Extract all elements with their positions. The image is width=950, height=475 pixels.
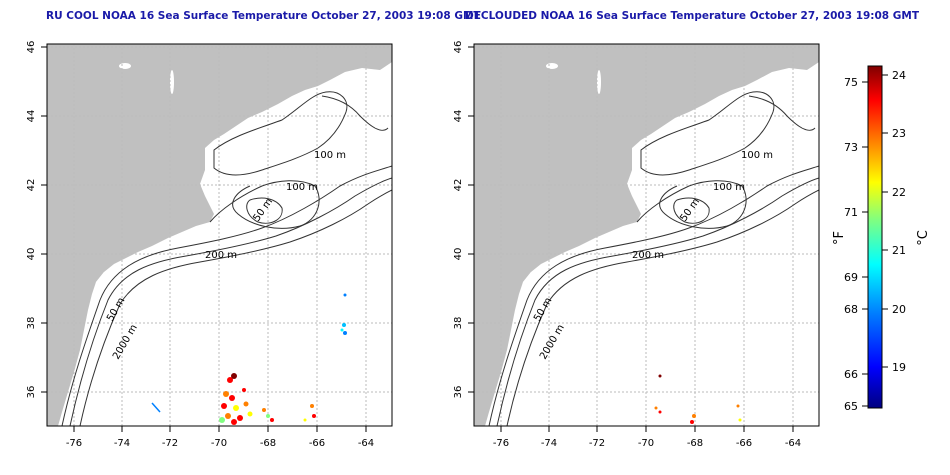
left-y-tick: 46 [26, 41, 37, 54]
left-y-tick: 36 [26, 386, 37, 399]
left-y-axis: 46 44 42 40 38 36 [26, 41, 47, 399]
celsius-tick: 21 [892, 244, 906, 257]
left-land [47, 44, 392, 426]
colorbar: 75 73 71 69 68 66 65 24 23 22 21 20 19 °… [832, 65, 931, 413]
left-x-tick: -76 [66, 438, 82, 449]
right-x-tick: -64 [785, 438, 801, 449]
celsius-tick: 24 [892, 69, 906, 82]
fahrenheit-tick: 75 [844, 76, 858, 89]
left-y-tick: 44 [26, 110, 37, 123]
left-y-tick: 42 [26, 179, 37, 192]
left-x-tick: -72 [162, 438, 178, 449]
fahrenheit-tick: 71 [844, 206, 858, 219]
left-contour-label-100m-b: 100 m [286, 182, 318, 193]
right-y-tick: 40 [453, 248, 464, 261]
colorbar-gradient [867, 65, 883, 409]
right-y-tick: 44 [453, 110, 464, 123]
fahrenheit-tick: 65 [844, 400, 858, 413]
left-x-tick: -64 [358, 438, 374, 449]
right-contour-label-100m-a: 100 m [741, 150, 773, 161]
left-sst-pixels [151, 293, 347, 425]
right-contour-label-200m: 200 m [632, 250, 664, 261]
fahrenheit-tick: 73 [844, 141, 858, 154]
right-land [474, 44, 819, 426]
left-panel-title: RU COOL NOAA 16 Sea Surface Temperature … [46, 10, 481, 22]
fahrenheit-tick: 69 [844, 271, 858, 284]
right-x-tick: -72 [589, 438, 605, 449]
left-y-tick: 40 [26, 248, 37, 261]
left-map: 100 m 100 m 50 m 200 m 50 m 2000 m [47, 44, 392, 426]
fahrenheit-tick: 68 [844, 303, 858, 316]
celsius-tick: 20 [892, 303, 906, 316]
celsius-tick: 19 [892, 361, 906, 374]
fahrenheit-unit-label: °F [832, 231, 847, 245]
right-sst-pixels [654, 374, 742, 424]
right-map: 100 m 100 m 50 m 200 m 50 m 2000 m [474, 44, 819, 426]
right-panel-title: DECLOUDED NOAA 16 Sea Surface Temperatur… [465, 10, 920, 22]
right-x-tick: -66 [736, 438, 752, 449]
right-contour-label-100m-b: 100 m [713, 182, 745, 193]
fahrenheit-tick: 66 [844, 368, 858, 381]
right-y-tick: 38 [453, 317, 464, 330]
left-x-axis: -76 -74 -72 -70 -68 -66 -64 [66, 426, 374, 449]
celsius-tick: 22 [892, 186, 906, 199]
left-x-tick: -68 [260, 438, 276, 449]
left-x-tick: -70 [211, 438, 227, 449]
right-x-tick: -68 [687, 438, 703, 449]
right-y-axis: 46 44 42 40 38 36 [453, 41, 474, 399]
left-x-tick: -66 [309, 438, 325, 449]
left-contour-label-100m-a: 100 m [314, 150, 346, 161]
celsius-tick: 23 [892, 127, 906, 140]
right-y-tick: 46 [453, 41, 464, 54]
right-x-tick: -76 [493, 438, 509, 449]
right-x-tick: -70 [638, 438, 654, 449]
right-y-tick: 42 [453, 179, 464, 192]
right-y-tick: 36 [453, 386, 464, 399]
right-x-tick: -74 [541, 438, 557, 449]
left-contour-label-200m: 200 m [205, 250, 237, 261]
left-x-tick: -74 [114, 438, 130, 449]
left-y-tick: 38 [26, 317, 37, 330]
celsius-unit-label: °C [916, 230, 931, 246]
right-x-axis: -76 -74 -72 -70 -68 -66 -64 [493, 426, 801, 449]
